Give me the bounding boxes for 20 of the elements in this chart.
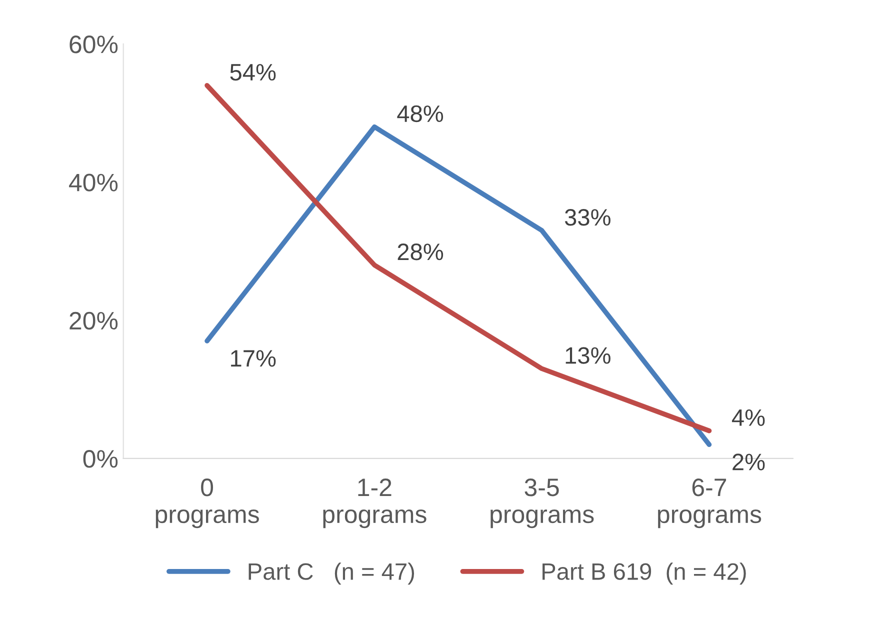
x-tick-label: 1-2 programs — [323, 478, 426, 528]
data-label: 2% — [732, 454, 765, 470]
y-tick-label: 0% — [83, 450, 118, 468]
y-tick-label: 20% — [70, 312, 118, 330]
data-label: 17% — [231, 350, 276, 367]
y-tick-label: 60% — [70, 36, 118, 54]
legend-label: Part B 619 (n = 42) — [542, 562, 746, 585]
data-label: 28% — [398, 244, 444, 260]
x-tick-label: 0 programs — [156, 478, 259, 528]
data-label: 48% — [397, 105, 444, 122]
x-tick-label: 3-5 programs — [490, 478, 594, 528]
y-tick-label: 40% — [69, 174, 118, 192]
data-label: 54% — [230, 64, 276, 81]
legend-label: Part C (n = 47) — [248, 562, 414, 585]
data-label: 13% — [566, 347, 610, 364]
data-label: 4% — [732, 409, 765, 426]
data-label: 33% — [564, 208, 610, 226]
line-series — [204, 82, 712, 434]
x-tick-label: 6-7 programs — [658, 478, 762, 528]
line-series — [204, 124, 712, 448]
